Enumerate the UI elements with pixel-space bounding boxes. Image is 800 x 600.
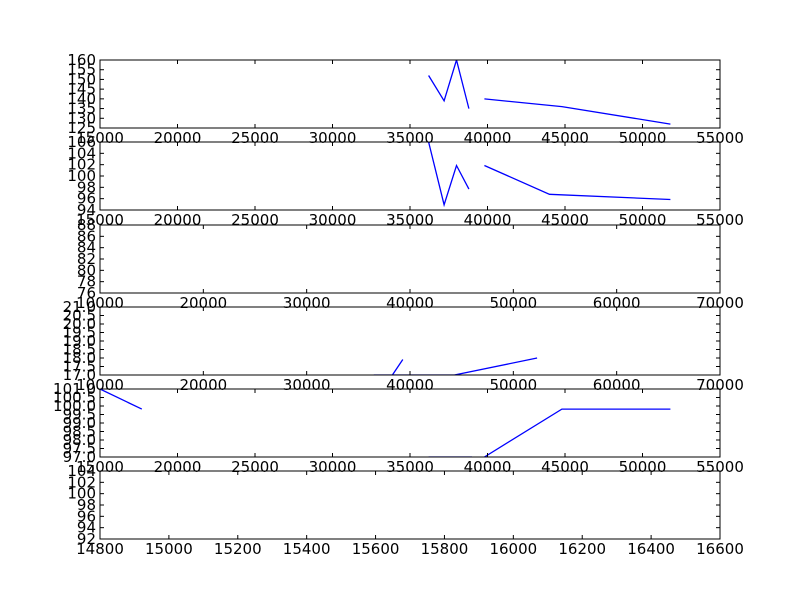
x-tick-label: 40000 — [464, 458, 512, 476]
y-tick-label: 94 — [77, 201, 96, 219]
subplot-6: 14800 15000 15200 15400 15600 15800 16000 16200… — [67, 462, 744, 558]
y-tick-label: 84 — [77, 239, 96, 257]
y-tick-label: 100 — [67, 485, 96, 503]
x-tick-label: 40000 — [464, 211, 512, 229]
y-tick-label: 19.5 — [63, 324, 96, 342]
y-tick-label: 17.0 — [63, 366, 96, 384]
y-tick-label: 96 — [77, 507, 96, 525]
x-tick-label: 14800 — [76, 540, 124, 558]
y-tick-label: 21.0 — [63, 298, 96, 316]
x-tick-label: 60000 — [593, 376, 641, 394]
x-tick-label: 45000 — [541, 458, 589, 476]
y-tick-label: 99.0 — [63, 414, 96, 432]
x-tick-label: 15200 — [214, 540, 262, 558]
y-tick-label: 17.5 — [63, 358, 96, 376]
x-tick-label: 15000 — [145, 540, 193, 558]
y-tick-label: 97.5 — [63, 440, 96, 458]
y-tick-label: 88 — [77, 216, 96, 234]
x-tick-label: 50000 — [619, 458, 667, 476]
y-tick-label: 145 — [67, 80, 96, 98]
x-tick-label: 35000 — [386, 458, 434, 476]
y-tick-label: 76 — [77, 284, 96, 302]
y-tick-label: 98 — [77, 178, 96, 196]
y-tick-label: 140 — [67, 90, 96, 108]
y-tick-label: 96 — [77, 190, 96, 208]
y-tick-label: 20.5 — [63, 307, 96, 325]
x-tick-label: 50000 — [489, 376, 537, 394]
y-tick-label: 135 — [67, 100, 96, 118]
y-tick-label: 78 — [77, 273, 96, 291]
y-tick-label: 82 — [77, 250, 96, 268]
y-tick-label: 104 — [67, 462, 96, 480]
y-tick-label: 102 — [67, 156, 96, 174]
y-tick-label: 99.5 — [63, 406, 96, 424]
y-tick-label: 100.0 — [53, 397, 96, 415]
series-line-2-1 — [427, 142, 470, 208]
x-tick-label: 30000 — [309, 458, 357, 476]
y-tick-label: 160 — [67, 51, 96, 69]
series-line-2-2 — [484, 164, 671, 201]
y-tick-label: 94 — [77, 519, 96, 537]
x-tick-label: 20000 — [179, 376, 227, 394]
x-tick-label: 16000 — [489, 540, 537, 558]
y-tick-label: 102 — [67, 473, 96, 491]
y-tick-label: 98.0 — [63, 431, 96, 449]
y-tick-label: 18.5 — [63, 341, 96, 359]
x-tick-label: 45000 — [541, 211, 589, 229]
series-line-5-3 — [484, 408, 671, 457]
x-tick-label: 16600 — [696, 540, 744, 558]
x-tick-label: 25000 — [231, 458, 279, 476]
y-tick-label: 97.0 — [63, 448, 96, 466]
y-tick-label: 155 — [67, 61, 96, 79]
y-tick-label: 106 — [67, 133, 96, 151]
x-tick-label: 16200 — [558, 540, 606, 558]
x-tick-label: 20000 — [154, 211, 202, 229]
y-tick-label: 92 — [77, 530, 96, 548]
y-tick-label: 98.5 — [63, 423, 96, 441]
x-tick-label: 15600 — [352, 540, 400, 558]
y-tick-label: 150 — [67, 70, 96, 88]
x-tick-label: 30000 — [309, 211, 357, 229]
y-tick-label: 19.0 — [63, 332, 96, 350]
y-tick-label: 98 — [77, 496, 96, 514]
x-tick-label: 15800 — [421, 540, 469, 558]
x-tick-label: 50000 — [619, 211, 667, 229]
y-tick-label: 100.5 — [53, 389, 96, 407]
y-tick-label: 130 — [67, 109, 96, 127]
y-tick-label: 100 — [67, 167, 96, 185]
series-line-4-2 — [392, 357, 538, 375]
x-tick-label: 15400 — [283, 540, 331, 558]
x-tick-label: 20000 — [154, 458, 202, 476]
y-tick-label: 86 — [77, 227, 96, 245]
series-line-4-1 — [373, 359, 404, 375]
y-tick-label: 104 — [67, 144, 96, 162]
y-tick-label: 18.0 — [63, 349, 96, 367]
y-tick-label: 125 — [67, 119, 96, 137]
x-tick-label: 16400 — [627, 540, 675, 558]
y-tick-label: 101.0 — [53, 380, 96, 398]
x-tick-label: 25000 — [231, 211, 279, 229]
series-line-1-1 — [428, 60, 470, 109]
x-tick-label: 30000 — [283, 376, 331, 394]
y-tick-label: 80 — [77, 261, 96, 279]
series-line-5-1 — [100, 389, 143, 410]
series-line-1-2 — [484, 98, 671, 125]
y-tick-label: 20.0 — [63, 315, 96, 333]
